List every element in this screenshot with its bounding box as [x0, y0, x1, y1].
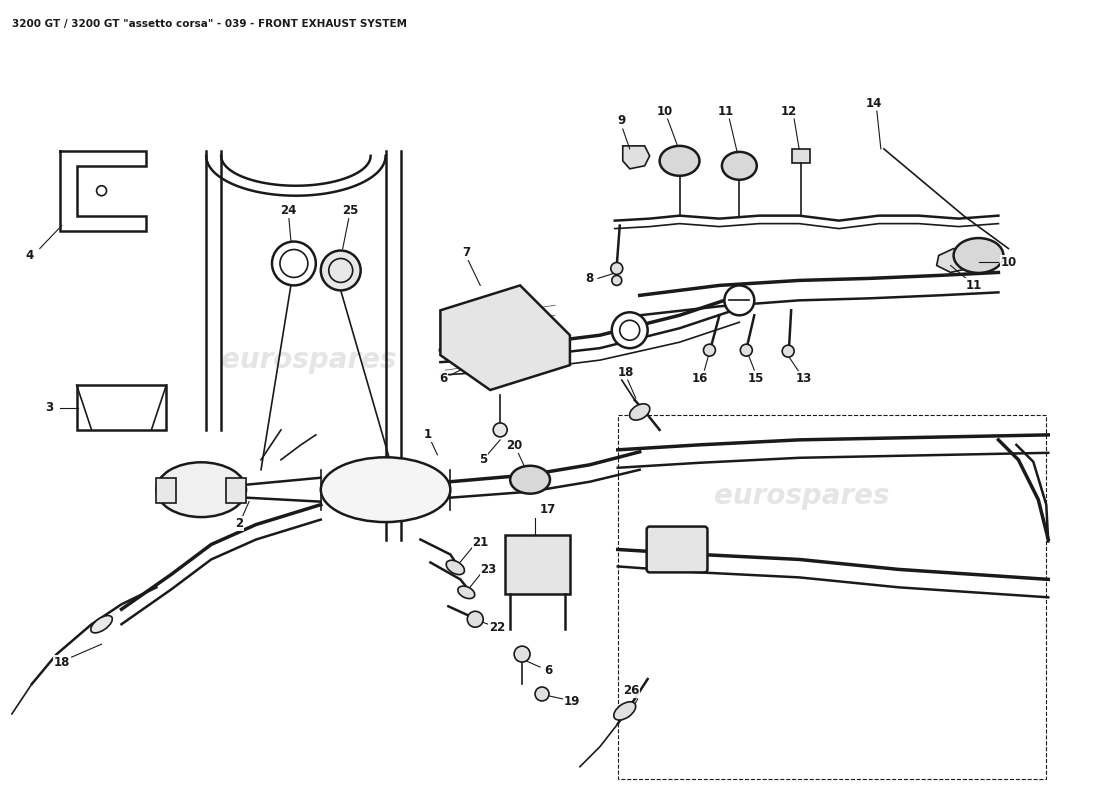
Circle shape — [321, 250, 361, 290]
Text: 5: 5 — [480, 454, 487, 466]
Bar — [505, 534, 570, 594]
Text: 11: 11 — [966, 279, 981, 292]
Polygon shape — [440, 286, 570, 390]
Text: 19: 19 — [563, 695, 580, 709]
Ellipse shape — [954, 238, 1003, 273]
Ellipse shape — [660, 146, 700, 176]
Text: 4: 4 — [25, 249, 34, 262]
Bar — [77, 385, 166, 430]
Polygon shape — [937, 249, 974, 273]
Text: 10: 10 — [1000, 256, 1016, 269]
Circle shape — [272, 242, 316, 286]
Ellipse shape — [722, 152, 757, 180]
Text: 24: 24 — [279, 204, 296, 217]
Text: 17: 17 — [540, 503, 557, 516]
Bar — [792, 149, 810, 163]
Circle shape — [782, 345, 794, 357]
Text: 20: 20 — [506, 439, 522, 452]
Circle shape — [514, 646, 530, 662]
Circle shape — [493, 423, 507, 437]
Text: eurospares: eurospares — [714, 482, 890, 510]
Text: 10: 10 — [657, 105, 673, 118]
Circle shape — [612, 275, 621, 286]
Circle shape — [704, 344, 715, 356]
Text: 3200 GT / 3200 GT "assetto corsa" - 039 - FRONT EXHAUST SYSTEM: 3200 GT / 3200 GT "assetto corsa" - 039 … — [12, 19, 407, 30]
Bar — [156, 478, 176, 502]
Text: 7: 7 — [462, 246, 471, 259]
Ellipse shape — [614, 702, 636, 720]
Text: 9: 9 — [617, 114, 626, 127]
Circle shape — [725, 286, 755, 315]
Text: 15: 15 — [748, 371, 764, 385]
Circle shape — [468, 611, 483, 627]
Text: 25: 25 — [342, 204, 359, 217]
Ellipse shape — [510, 466, 550, 494]
Text: eurospares: eurospares — [221, 346, 397, 374]
Text: 18: 18 — [54, 655, 70, 669]
Text: 1: 1 — [424, 428, 431, 442]
Ellipse shape — [458, 586, 475, 598]
Text: 21: 21 — [472, 536, 488, 549]
Text: 12: 12 — [781, 105, 798, 118]
Text: 6: 6 — [543, 663, 552, 677]
Text: 8: 8 — [585, 272, 594, 285]
Bar — [618, 415, 1046, 778]
Text: 22: 22 — [490, 621, 505, 634]
Polygon shape — [623, 146, 650, 169]
FancyBboxPatch shape — [647, 526, 707, 572]
Text: 18: 18 — [617, 366, 634, 378]
Bar — [227, 478, 246, 502]
Circle shape — [740, 344, 752, 356]
Ellipse shape — [447, 560, 464, 574]
Ellipse shape — [91, 615, 112, 633]
Circle shape — [535, 687, 549, 701]
Text: 2: 2 — [235, 517, 243, 530]
Circle shape — [612, 312, 648, 348]
Text: 11: 11 — [717, 105, 734, 118]
Ellipse shape — [629, 404, 650, 420]
Circle shape — [610, 262, 623, 274]
Text: 6: 6 — [439, 371, 448, 385]
Text: 23: 23 — [480, 563, 496, 576]
Text: 3: 3 — [46, 402, 54, 414]
Text: 13: 13 — [796, 371, 812, 385]
Text: 26: 26 — [624, 685, 640, 698]
Text: 14: 14 — [866, 97, 882, 110]
Ellipse shape — [156, 462, 246, 517]
Ellipse shape — [321, 458, 450, 522]
Text: 16: 16 — [691, 371, 707, 385]
